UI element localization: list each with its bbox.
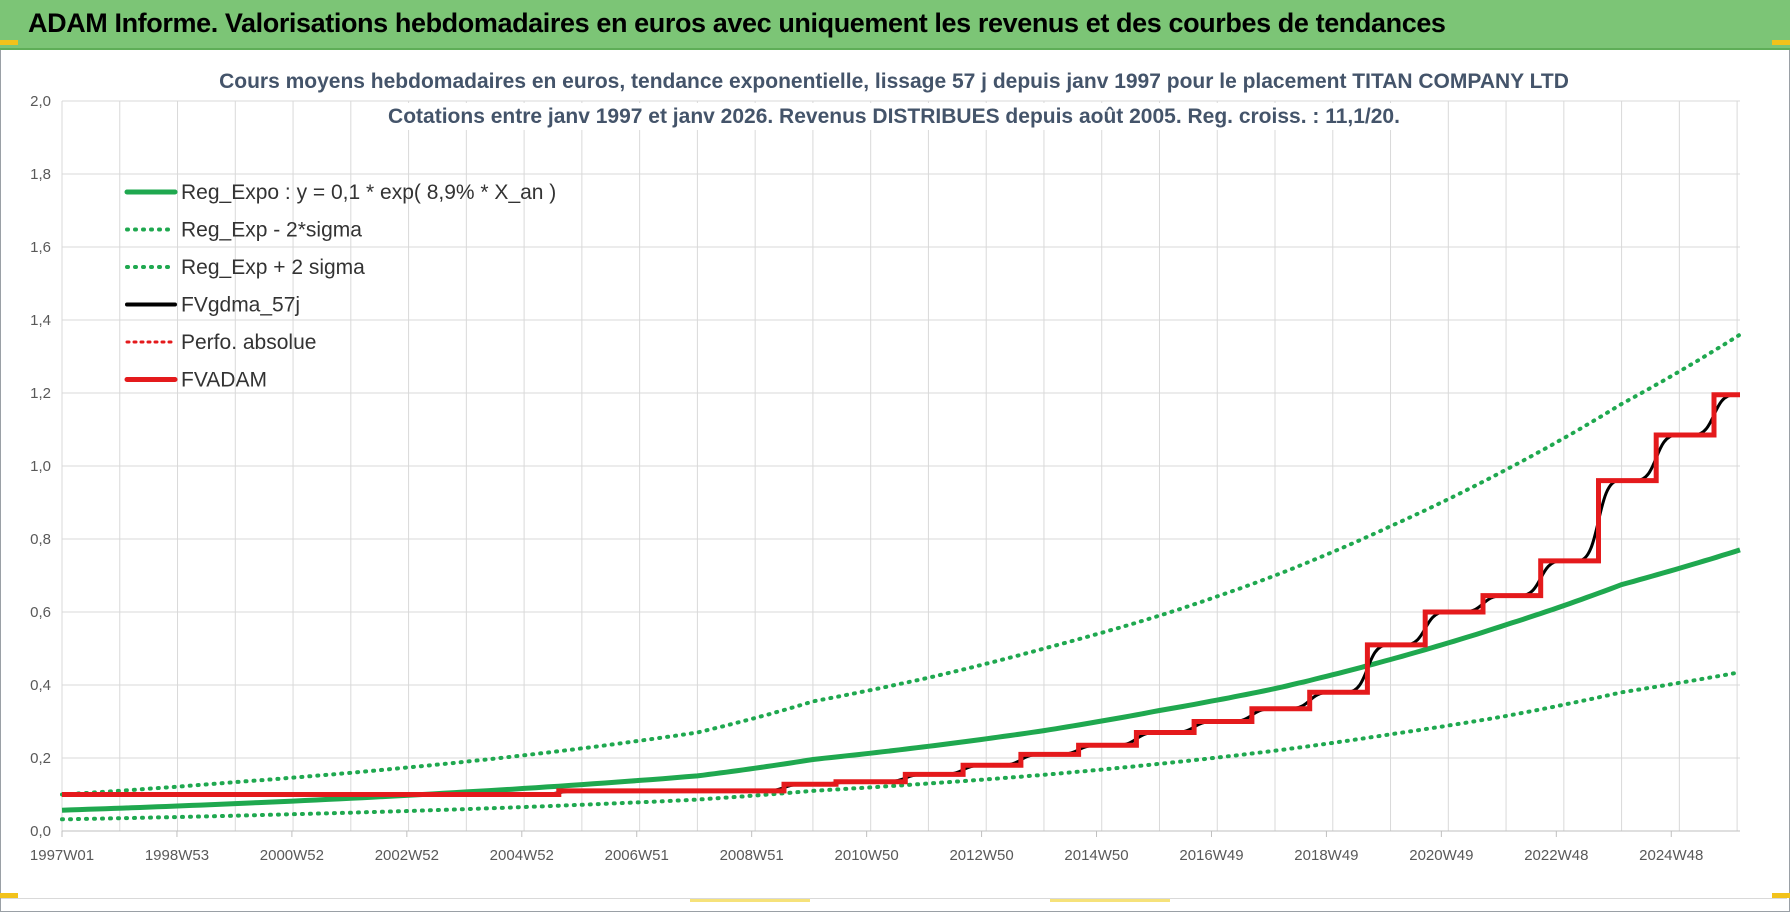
legend-label-perfo: Perfo. absolue — [181, 331, 316, 354]
x-tick-label: 2010W50 — [835, 847, 899, 864]
x-tick-label: 2024W48 — [1639, 847, 1703, 864]
y-tick-label: 0,0 — [30, 823, 51, 840]
y-tick-label: 0,2 — [30, 750, 51, 767]
legend-label-reg-expo: Reg_Expo : y = 0,1 * exp( 8,9% * X_an ) — [181, 181, 556, 204]
chart-title-backing — [382, 103, 1406, 130]
bottom-highlight-mark — [690, 899, 810, 902]
report-title: ADAM Informe. Valorisations hebdomadaire… — [28, 8, 1446, 38]
y-tick-label: 2,0 — [30, 93, 51, 110]
x-tick-label: 2016W49 — [1179, 847, 1243, 864]
x-tick-label: 2006W51 — [605, 847, 669, 864]
y-tick-label: 0,4 — [30, 677, 51, 694]
series-reg-expo — [61, 547, 1741, 813]
x-tick-label: 2012W50 — [949, 847, 1013, 864]
corner-mark-left — [0, 40, 18, 45]
corner-mark-bottom-left — [0, 893, 18, 898]
y-tick-label: 1,0 — [30, 458, 51, 475]
x-tick-label: 2022W48 — [1524, 847, 1588, 864]
chart-title-line: Cotations entre janv 1997 et janv 2026. … — [388, 105, 1400, 128]
chart-title-line: Cours moyens hebdomadaires en euros, ten… — [219, 70, 1569, 93]
x-tick-label: 1998W53 — [145, 847, 209, 864]
corner-mark-right — [1772, 40, 1790, 45]
x-tick-label: 1997W01 — [30, 847, 94, 864]
y-tick-label: 1,8 — [30, 166, 51, 183]
y-tick-label: 0,8 — [30, 531, 51, 548]
x-tick-label: 2014W50 — [1064, 847, 1128, 864]
trend-chart: 0,0 0,2 0,4 0,6 0,8 1,0 1,2 1,4 1,6 1,8 2,0 1997W01… — [30, 68, 1742, 864]
y-tick-label: 1,2 — [30, 385, 51, 402]
legend-label-reg-plus: Reg_Exp + 2 sigma — [181, 256, 365, 279]
corner-mark-bottom-right — [1772, 893, 1790, 898]
y-tick-label: 1,4 — [30, 312, 51, 329]
legend-label-reg-minus: Reg_Exp - 2*sigma — [181, 219, 362, 242]
chart-title-backing — [213, 68, 1575, 95]
y-tick-label: 0,6 — [30, 604, 51, 621]
x-tick-label: 2004W52 — [490, 847, 554, 864]
y-tick-label: 1,6 — [30, 239, 51, 256]
report-banner: ADAM Informe. Valorisations hebdomadaire… — [0, 0, 1790, 50]
legend-label-fvadam: FVADAM — [181, 369, 267, 392]
series-reg-exp-minus-2-sigma — [60, 670, 1742, 822]
x-tick-label: 2000W52 — [260, 847, 324, 864]
x-tick-label: 2020W49 — [1409, 847, 1473, 864]
series-reg-exp-plus-2-sigma — [60, 332, 1742, 797]
bottom-highlight-mark — [1050, 899, 1170, 902]
x-tick-label: 2008W51 — [720, 847, 784, 864]
series-perfo-absolue — [62, 393, 1740, 796]
chart-frame: 0,0 0,2 0,4 0,6 0,8 1,0 1,2 1,4 1,6 1,8 2,0 1997W01… — [1, 52, 1787, 899]
legend-label-fvgdma: FVgdma_57j — [181, 294, 300, 317]
x-tick-label: 2018W49 — [1294, 847, 1358, 864]
x-tick-label: 2002W52 — [375, 847, 439, 864]
